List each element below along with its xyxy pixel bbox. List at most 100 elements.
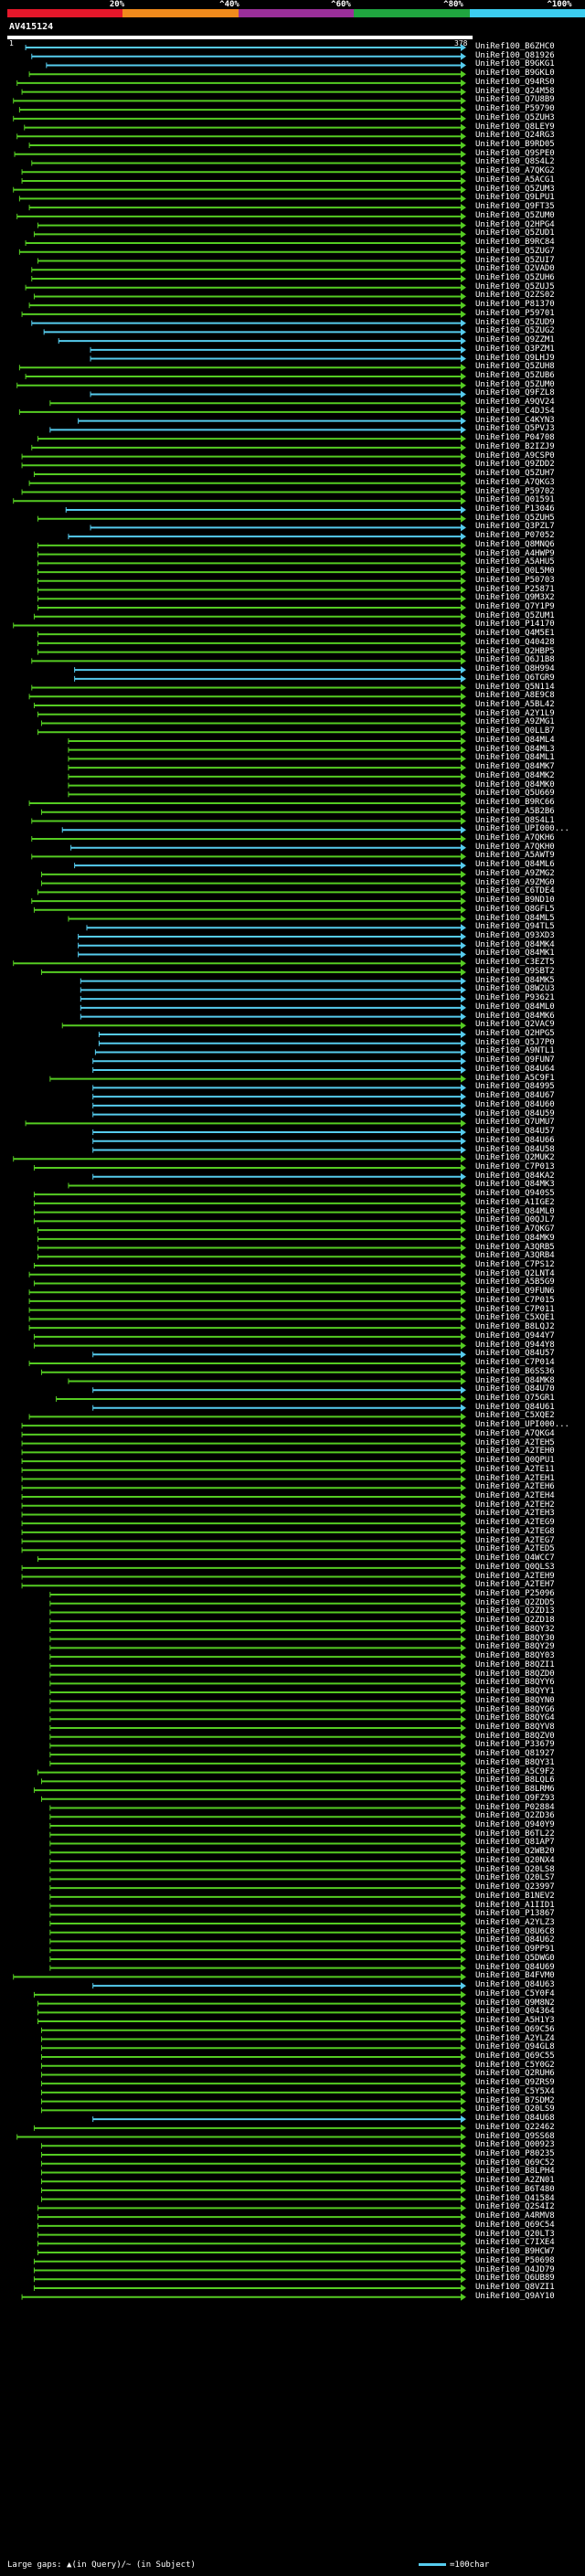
subject-label[interactable]: UniRef100_P13046 xyxy=(475,504,555,514)
subject-label[interactable]: UniRef100_B6T480 xyxy=(475,2184,555,2194)
subject-label[interactable]: UniRef100_A7QKG4 xyxy=(475,1428,555,1438)
subject-label[interactable]: UniRef100_B8QY03 xyxy=(475,1651,555,1661)
subject-label[interactable]: UniRef100_Q5ZUD1 xyxy=(475,228,555,239)
subject-label[interactable]: UniRef100_A9CSP0 xyxy=(475,451,555,461)
subject-label[interactable]: UniRef100_Q5U669 xyxy=(475,789,555,799)
subject-label[interactable]: UniRef100_Q940Y9 xyxy=(475,1820,555,1829)
subject-label[interactable]: UniRef100_B8QY30 xyxy=(475,1633,555,1643)
subject-label[interactable]: UniRef100_Q5ZUM0 xyxy=(475,210,555,220)
subject-label[interactable]: UniRef100_Q9ZZM1 xyxy=(475,335,555,345)
subject-label[interactable]: UniRef100_C4KYN3 xyxy=(475,415,555,425)
subject-label[interactable]: UniRef100_Q84U57 xyxy=(475,1127,555,1137)
subject-label[interactable]: UniRef100_P33679 xyxy=(475,1740,555,1750)
subject-label[interactable]: UniRef100_B8QYY6 xyxy=(475,1678,555,1688)
subject-label[interactable]: UniRef100_P07052 xyxy=(475,531,555,541)
subject-label[interactable]: UniRef100_C6TDE4 xyxy=(475,886,555,896)
subject-label[interactable]: UniRef100_Q84MK5 xyxy=(475,975,555,985)
subject-label[interactable]: UniRef100_Q84MK0 xyxy=(475,779,555,790)
subject-label[interactable]: UniRef100_Q9FT35 xyxy=(475,202,555,212)
subject-label[interactable]: UniRef100_A4RMV8 xyxy=(475,2211,555,2221)
subject-label[interactable]: UniRef100_A9ZMG0 xyxy=(475,877,555,887)
subject-label[interactable]: UniRef100_Q93XD3 xyxy=(475,931,555,940)
subject-label[interactable]: UniRef100_Q5N114 xyxy=(475,682,555,692)
subject-label[interactable]: UniRef100_C7P013 xyxy=(475,1161,555,1171)
subject-label[interactable]: UniRef100_Q5ZUI7 xyxy=(475,255,555,265)
subject-label[interactable]: UniRef100_Q8U6C8 xyxy=(475,1926,555,1936)
subject-label[interactable]: UniRef100_P14170 xyxy=(475,620,555,630)
subject-label[interactable]: UniRef100_Q84U58 xyxy=(475,1144,555,1154)
subject-label[interactable]: UniRef100_A5C9F2 xyxy=(475,1766,555,1776)
subject-label[interactable]: UniRef100_Q04364 xyxy=(475,2007,555,2017)
subject-label[interactable]: UniRef100_Q69C56 xyxy=(475,2024,555,2034)
subject-label[interactable]: UniRef100_A2TEH6 xyxy=(475,1482,555,1492)
subject-label[interactable]: UniRef100_A2TEG9 xyxy=(475,1518,555,1528)
subject-label[interactable]: UniRef100_Q9FUN7 xyxy=(475,1055,555,1065)
subject-label[interactable]: UniRef100_A2ZN01 xyxy=(475,2176,555,2186)
subject-label[interactable]: UniRef100_Q0L5M0 xyxy=(475,567,555,577)
subject-label[interactable]: UniRef100_B8QY31 xyxy=(475,1757,555,1767)
subject-label[interactable]: UniRef100_Q8S4L2 xyxy=(475,157,555,167)
subject-label[interactable]: UniRef100_A7QKH0 xyxy=(475,842,555,852)
subject-label[interactable]: UniRef100_P81370 xyxy=(475,300,555,310)
subject-label[interactable]: UniRef100_A2TEH1 xyxy=(475,1473,555,1483)
subject-label[interactable]: UniRef100_B8LQJ2 xyxy=(475,1322,555,1332)
subject-label[interactable]: UniRef100_A2TEH2 xyxy=(475,1500,555,1510)
subject-label[interactable]: UniRef100_Q9ZDD2 xyxy=(475,460,555,470)
subject-label[interactable]: UniRef100_Q84U63 xyxy=(475,1980,555,1990)
subject-label[interactable]: UniRef100_Q81926 xyxy=(475,50,555,60)
subject-label[interactable]: UniRef100_P93621 xyxy=(475,993,555,1003)
subject-label[interactable]: UniRef100_B8QY32 xyxy=(475,1624,555,1634)
subject-label[interactable]: UniRef100_C5XQE2 xyxy=(475,1411,555,1421)
subject-label[interactable]: UniRef100_A7QKG2 xyxy=(475,166,555,176)
subject-label[interactable]: UniRef100_Q94GL8 xyxy=(475,2042,555,2052)
subject-label[interactable]: UniRef100_A5H1Y3 xyxy=(475,2016,555,2026)
subject-label[interactable]: UniRef100_C7P015 xyxy=(475,1295,555,1305)
subject-label[interactable]: UniRef100_A5AWT9 xyxy=(475,851,555,861)
subject-label[interactable]: UniRef100_B9GKL0 xyxy=(475,69,555,79)
subject-label[interactable]: UniRef100_P25096 xyxy=(475,1589,555,1599)
subject-label[interactable]: UniRef100_A9NTL1 xyxy=(475,1046,555,1056)
subject-label[interactable]: UniRef100_C7IXE4 xyxy=(475,2238,555,2248)
subject-label[interactable]: UniRef100_Q5ZUG2 xyxy=(475,326,555,336)
subject-label[interactable]: UniRef100_P02884 xyxy=(475,1802,555,1812)
subject-label[interactable]: UniRef100_Q9SS68 xyxy=(475,2131,555,2141)
subject-label[interactable]: UniRef100_Q2RUH6 xyxy=(475,2069,555,2079)
subject-label[interactable]: UniRef100_Q5DWG0 xyxy=(475,1953,555,1963)
subject-label[interactable]: UniRef100_Q2ZD36 xyxy=(475,1811,555,1821)
subject-label[interactable]: UniRef100_Q84ML6 xyxy=(475,860,555,870)
subject-label[interactable]: UniRef100_P50703 xyxy=(475,575,555,585)
subject-label[interactable]: UniRef100_Q8VZI1 xyxy=(475,2282,555,2292)
subject-label[interactable]: UniRef100_Q9ZRS9 xyxy=(475,2078,555,2088)
subject-label[interactable]: UniRef100_A9ZMG2 xyxy=(475,868,555,878)
subject-label[interactable]: UniRef100_Q84MK8 xyxy=(475,1375,555,1385)
subject-label[interactable]: UniRef100_Q3PZL7 xyxy=(475,522,555,532)
subject-label[interactable]: UniRef100_Q944Y7 xyxy=(475,1330,555,1341)
subject-label[interactable]: UniRef100_C5XQE1 xyxy=(475,1313,555,1323)
subject-label[interactable]: UniRef100_C7PS12 xyxy=(475,1260,555,1269)
subject-label[interactable]: UniRef100_Q0QPU1 xyxy=(475,1456,555,1466)
subject-label[interactable]: UniRef100_Q84MK3 xyxy=(475,1180,555,1190)
subject-label[interactable]: UniRef100_Q84ML3 xyxy=(475,744,555,754)
subject-label[interactable]: UniRef100_Q84U70 xyxy=(475,1384,555,1394)
subject-label[interactable]: UniRef100_Q84ML5 xyxy=(475,913,555,923)
subject-label[interactable]: UniRef100_A2TEH3 xyxy=(475,1509,555,1519)
subject-label[interactable]: UniRef100_Q84MK2 xyxy=(475,770,555,780)
subject-label[interactable]: UniRef100_C4DJS4 xyxy=(475,406,555,416)
subject-label[interactable]: UniRef100_Q81927 xyxy=(475,1749,555,1759)
subject-label[interactable]: UniRef100_A2TEH0 xyxy=(475,1447,555,1457)
subject-label[interactable]: UniRef100_UPI000... xyxy=(475,824,569,834)
subject-label[interactable]: UniRef100_Q84U61 xyxy=(475,1402,555,1412)
subject-label[interactable]: UniRef100_Q2ZDD5 xyxy=(475,1597,555,1607)
subject-label[interactable]: UniRef100_P59790 xyxy=(475,104,555,114)
subject-label[interactable]: UniRef100_B6SS36 xyxy=(475,1366,555,1376)
subject-label[interactable]: UniRef100_A5BL42 xyxy=(475,700,555,710)
subject-label[interactable]: UniRef100_A5B2B6 xyxy=(475,806,555,816)
subject-label[interactable]: UniRef100_A2TED5 xyxy=(475,1544,555,1554)
subject-label[interactable]: UniRef100_Q84ML4 xyxy=(475,735,555,745)
subject-label[interactable]: UniRef100_A5ACG1 xyxy=(475,175,555,185)
subject-label[interactable]: UniRef100_P80235 xyxy=(475,2149,555,2158)
subject-label[interactable]: UniRef100_B9GKG1 xyxy=(475,59,555,69)
subject-label[interactable]: UniRef100_Q0QJL7 xyxy=(475,1215,555,1225)
subject-label[interactable]: UniRef100_Q2HBP5 xyxy=(475,646,555,656)
subject-label[interactable]: UniRef100_Q5ZUB6 xyxy=(475,371,555,380)
